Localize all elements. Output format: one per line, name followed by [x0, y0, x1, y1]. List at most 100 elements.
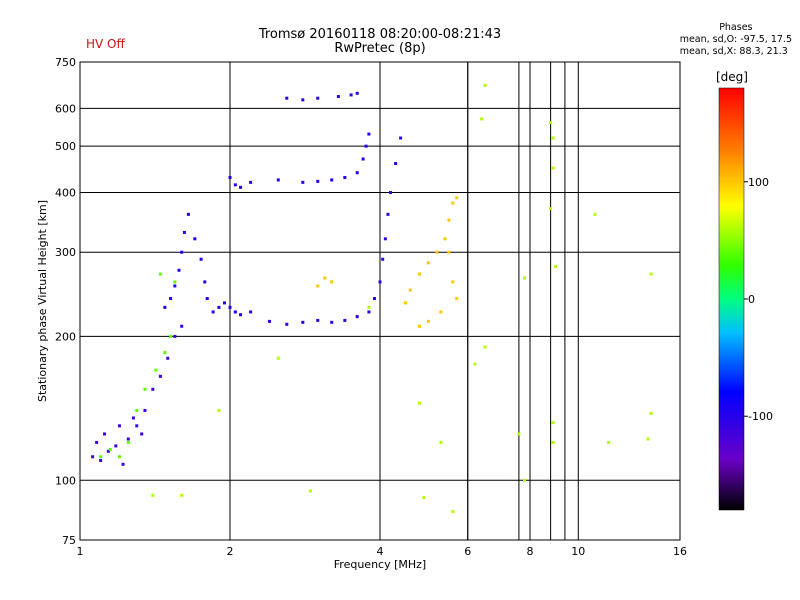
data-point	[228, 175, 232, 179]
data-point	[435, 250, 439, 254]
y-tick-label: 200	[55, 330, 76, 343]
data-point	[180, 250, 184, 254]
data-point	[117, 424, 121, 428]
data-point	[276, 356, 280, 360]
data-point	[373, 297, 377, 301]
y-axis-label: Stationary phase Virtual Height [km]	[36, 200, 49, 402]
data-point	[417, 324, 421, 328]
data-point	[593, 212, 597, 216]
y-tick-label: 75	[62, 534, 76, 547]
data-point	[99, 458, 103, 462]
chart-title: Tromsø 20160118 08:20:00-08:21:43	[258, 27, 502, 42]
data-point	[330, 178, 334, 182]
data-point	[483, 83, 487, 87]
x-tick-label: 10	[571, 545, 585, 558]
data-point	[143, 387, 147, 391]
data-point	[417, 401, 421, 405]
y-tick-label: 500	[55, 140, 76, 153]
data-point	[308, 489, 312, 493]
data-point	[549, 121, 553, 125]
data-point	[285, 96, 289, 100]
data-point	[95, 440, 99, 444]
data-point	[381, 257, 385, 261]
data-point	[551, 440, 555, 444]
data-point	[301, 98, 305, 102]
phase-stats-heading: Phases	[719, 22, 753, 33]
data-point	[182, 230, 186, 234]
data-point	[316, 179, 320, 183]
axis-ticks: 1 2 4 6 8 10 16 75 100 200 300 400 500 600 750	[55, 56, 687, 558]
data-point	[276, 178, 280, 182]
data-point	[211, 310, 215, 314]
data-point	[158, 374, 162, 378]
data-point	[316, 284, 320, 288]
data-point	[169, 297, 173, 301]
data-point	[135, 408, 139, 412]
y-tick-label: 100	[55, 474, 76, 487]
data-point	[426, 319, 430, 323]
data-point	[267, 319, 271, 323]
data-point	[553, 265, 557, 269]
data-point	[439, 310, 443, 314]
data-point	[649, 411, 653, 415]
grid	[79, 61, 681, 541]
data-point	[455, 196, 459, 200]
data-point	[330, 320, 334, 324]
data-point	[217, 305, 221, 309]
data-point	[551, 136, 555, 140]
data-point	[349, 93, 353, 97]
data-point	[180, 493, 184, 497]
x-tick-label: 4	[377, 545, 384, 558]
data-point	[239, 313, 243, 317]
data-point	[367, 132, 371, 136]
x-tick-label: 2	[227, 545, 234, 558]
plot-frame	[79, 61, 681, 541]
data-point	[106, 449, 110, 453]
data-point	[394, 161, 398, 165]
data-point	[422, 496, 426, 500]
data-point	[103, 432, 107, 436]
data-point	[114, 444, 118, 448]
colorbar-tick-label: 100	[748, 176, 769, 189]
phase-stats-x: mean, sd,X: 88.3, 21.3	[679, 46, 788, 57]
x-tick-label: 8	[527, 545, 534, 558]
y-tick-label: 300	[55, 246, 76, 259]
data-point	[473, 362, 477, 366]
data-point	[140, 432, 144, 436]
data-point	[301, 180, 305, 184]
data-point	[451, 510, 455, 514]
data-point	[378, 280, 382, 284]
data-point	[364, 144, 368, 148]
data-point	[166, 356, 170, 360]
data-point	[151, 493, 155, 497]
data-point	[316, 318, 320, 322]
data-point	[121, 462, 125, 466]
data-point	[523, 478, 527, 482]
data-point	[223, 301, 227, 305]
data-point	[163, 305, 167, 309]
data-point	[199, 257, 203, 261]
data-point	[367, 305, 371, 309]
data-point	[135, 424, 139, 428]
data-point	[233, 310, 237, 314]
data-point	[131, 416, 135, 420]
data-point	[361, 157, 365, 161]
hv-status: HV Off	[86, 37, 125, 51]
data-point	[217, 408, 221, 412]
x-axis-label: Frequency [MHz]	[334, 558, 426, 571]
colorbar-unit: [deg]	[716, 70, 748, 84]
data-point	[447, 218, 451, 222]
data-point	[443, 237, 447, 241]
x-tick-label: 6	[464, 545, 471, 558]
data-points	[91, 83, 653, 514]
data-point	[336, 95, 340, 99]
data-point	[126, 440, 130, 444]
data-point	[355, 315, 359, 319]
x-tick-label: 1	[77, 545, 84, 558]
data-point	[607, 440, 611, 444]
data-point	[523, 276, 527, 280]
data-point	[330, 280, 334, 284]
phase-stats-o: mean, sd,O: -97.5, 17.5	[679, 34, 792, 45]
data-point	[233, 183, 237, 187]
